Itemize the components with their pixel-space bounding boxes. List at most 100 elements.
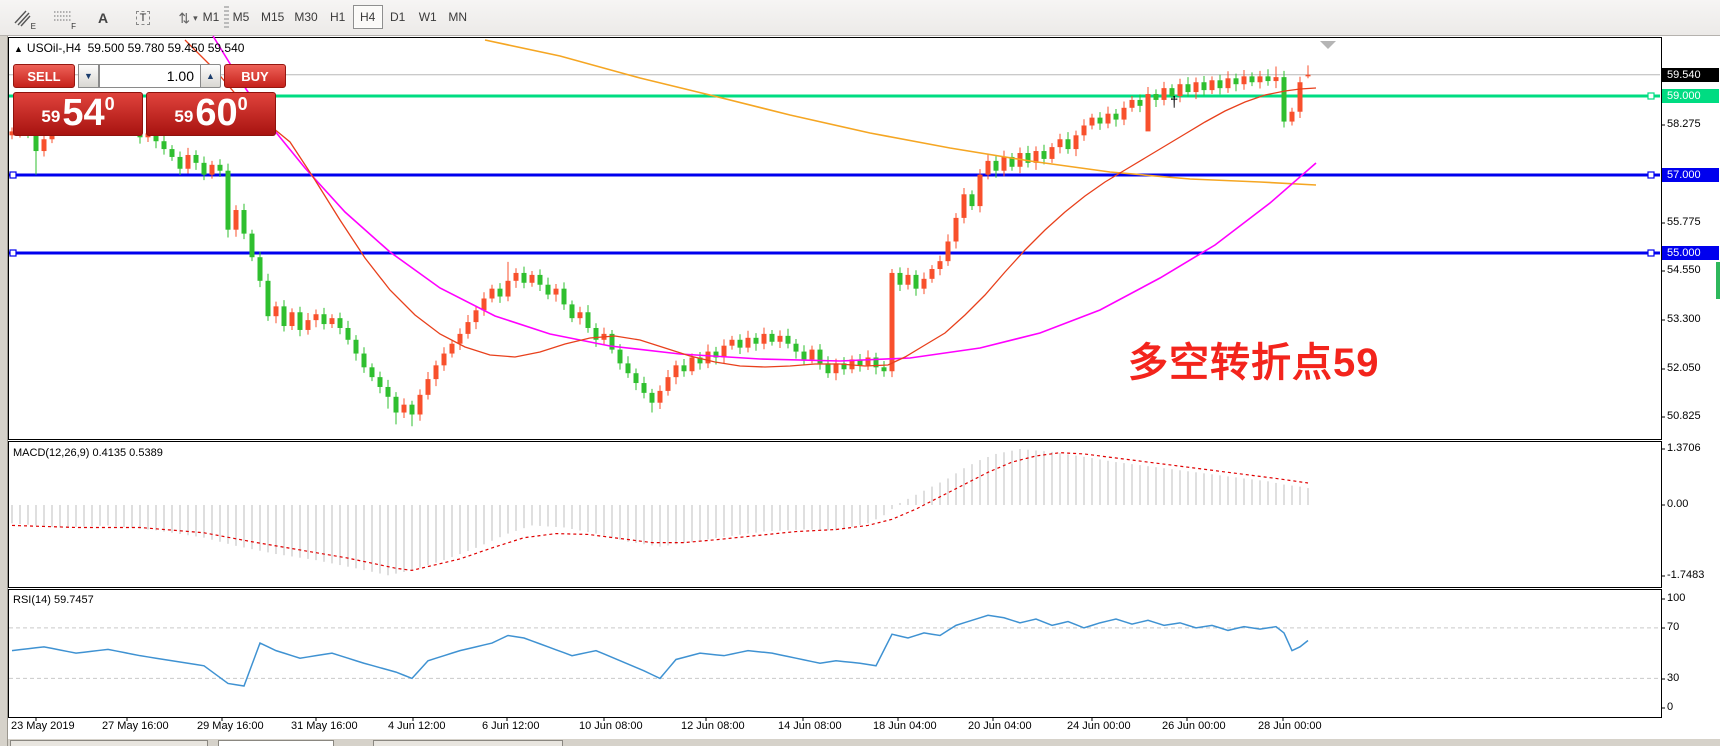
candle: [609, 333, 615, 350]
candle: [753, 337, 759, 344]
candle: [409, 404, 415, 415]
toolbar: E F A T ⇅ ▾ M1 M5 M15 M30 H1 H4 D1 W1 MN: [0, 0, 1720, 36]
bid-price-box[interactable]: 59 54 0: [13, 92, 143, 136]
rsi-axis-label: 0: [1667, 701, 1674, 713]
candle: [313, 314, 319, 321]
collapse-arrow-icon[interactable]: ▲: [14, 44, 23, 54]
bid-pips: 54: [62, 92, 105, 134]
candle: [985, 160, 991, 175]
candle: [561, 288, 567, 305]
macd-axis-label: 1.3706: [1667, 442, 1701, 454]
timeframe-button-h1[interactable]: H1: [330, 10, 346, 24]
edge-sliver: [1716, 262, 1720, 299]
timeframe-button-w1[interactable]: W1: [418, 10, 437, 24]
candle: [497, 288, 503, 297]
crosshair-draw-icon[interactable]: E: [8, 5, 38, 31]
rsi-axis-label: 30: [1667, 672, 1680, 684]
rsi-line: [11, 614, 1309, 687]
candle: [633, 373, 639, 384]
hline-handle[interactable]: [1647, 92, 1655, 100]
candle: [233, 210, 239, 230]
buy-button[interactable]: BUY: [224, 64, 286, 88]
candle: [1065, 139, 1071, 150]
candle: [153, 133, 159, 142]
candle: [345, 327, 351, 340]
timeframe-bar: M1 M5 M15 M30 H1 H4 D1 W1 MN: [196, 5, 473, 29]
ohlc-values: 59.500 59.780 59.450 59.540: [87, 41, 245, 55]
hline-handle[interactable]: [9, 171, 17, 179]
candle: [945, 241, 951, 262]
hline-handle[interactable]: [9, 249, 17, 257]
hline-handle[interactable]: [1647, 171, 1655, 179]
candle: [297, 312, 303, 330]
candle: [1193, 82, 1199, 93]
candle: [857, 359, 863, 366]
volume-increase-button[interactable]: ▲: [200, 64, 221, 88]
candle: [401, 404, 407, 413]
candle: [545, 284, 551, 295]
candle: [1289, 111, 1295, 122]
ask-point: 0: [237, 94, 248, 114]
slow-ma: [484, 39, 1317, 186]
arrows-dropdown-icon[interactable]: ⇅ ▾: [168, 5, 208, 31]
time-axis-label: 12 Jun 08:00: [681, 720, 745, 732]
bid-point: 0: [104, 94, 115, 114]
candle: [641, 383, 647, 393]
text-box-icon[interactable]: T: [128, 5, 158, 31]
candle: [457, 333, 463, 344]
candle: [585, 312, 591, 328]
candle: [1129, 99, 1135, 108]
candle: [489, 288, 495, 299]
letter-e-sub: E: [30, 22, 36, 31]
candle: [441, 353, 447, 366]
letter-f-sub: F: [71, 22, 76, 31]
timeframe-button-mn[interactable]: MN: [448, 10, 468, 24]
timeframe-button-m15[interactable]: M15: [261, 10, 285, 24]
candle: [225, 170, 231, 230]
candle: [177, 156, 183, 169]
ask-price-box[interactable]: 59 60 0: [146, 92, 276, 136]
candle: [369, 367, 375, 378]
sell-button[interactable]: SELL: [13, 64, 75, 88]
price-axis-label: 55.775: [1667, 216, 1701, 228]
candle: [577, 312, 583, 319]
candle: [665, 377, 671, 391]
volume-input[interactable]: [99, 64, 200, 88]
timeframe-button-h4[interactable]: H4: [352, 5, 383, 29]
candle: [833, 363, 839, 374]
candle: [1097, 117, 1103, 124]
price-axis-label: 54.550: [1667, 264, 1701, 276]
caret-down-icon: ▾: [193, 12, 198, 23]
volume-decrease-button[interactable]: ▼: [78, 64, 99, 88]
time-axis-label: 29 May 16:00: [197, 720, 264, 732]
candle: [1137, 99, 1143, 106]
taskbar-box: [10, 740, 208, 746]
candle: [537, 274, 543, 285]
ask-pips: 60: [195, 92, 238, 134]
candle: [745, 337, 751, 348]
timeframe-button-m5[interactable]: M5: [232, 10, 250, 24]
candle: [289, 312, 295, 327]
candle: [889, 272, 895, 372]
taskbar-box: [218, 740, 334, 746]
candle: [809, 349, 815, 360]
candle: [1257, 76, 1263, 83]
price-axis-label: 57.000: [1662, 168, 1719, 182]
timeframe-button-d1[interactable]: D1: [390, 10, 406, 24]
candle: [969, 194, 975, 207]
candle: [1177, 84, 1183, 96]
candle: [617, 349, 623, 364]
symbol-timeframe-label: USOil-,H4: [26, 41, 81, 55]
time-axis: 23 May 2019 27 May 16:00 29 May 16:00 31 Ma…: [8, 717, 1661, 739]
price-axis: 59.540 59.000 58.275 57.000 55.775 55.000 54.5…: [1661, 36, 1720, 739]
timeframe-button-m30[interactable]: M30: [294, 10, 318, 24]
grid-icon[interactable]: F: [48, 5, 78, 31]
macd-panel-border: [8, 441, 1662, 588]
text-label-icon[interactable]: A: [97, 10, 109, 26]
hline-handle[interactable]: [1647, 249, 1655, 257]
candle: [761, 333, 767, 344]
candle: [513, 272, 519, 281]
timeframe-button-m1[interactable]: M1: [202, 10, 220, 24]
candle: [1057, 139, 1063, 148]
